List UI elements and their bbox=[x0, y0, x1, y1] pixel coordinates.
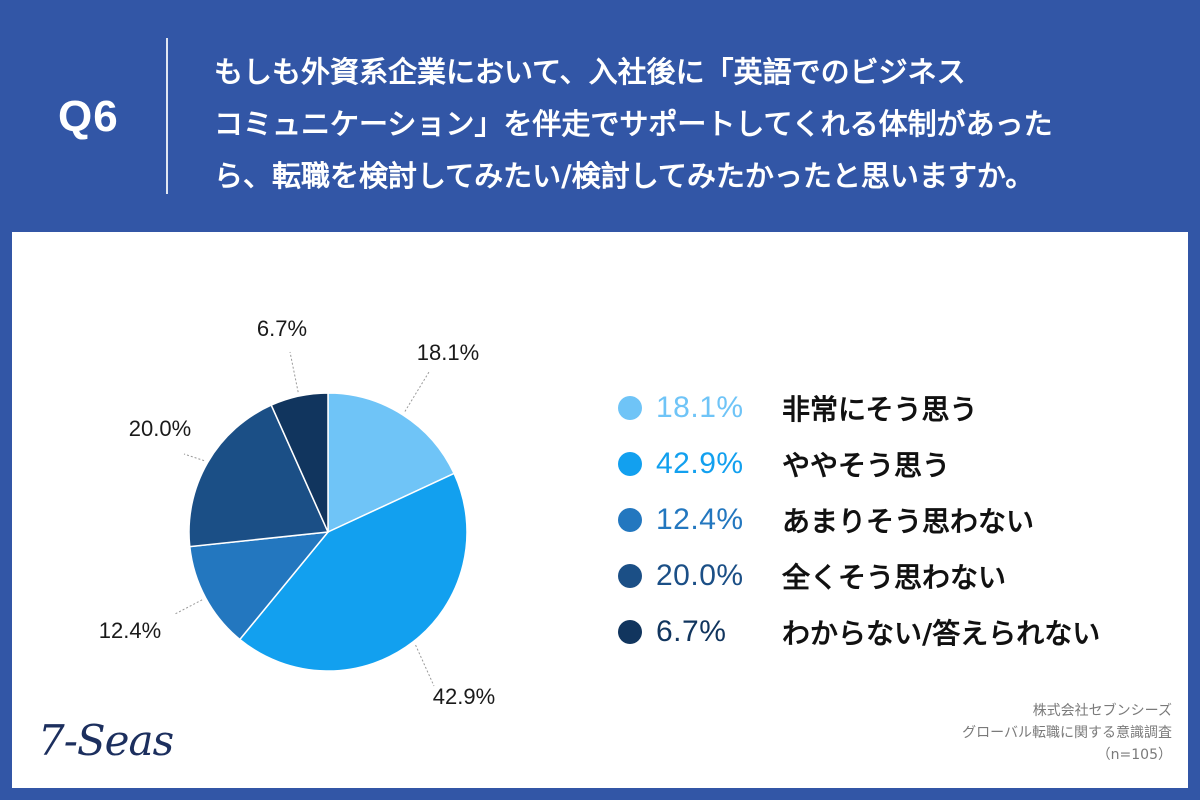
legend-label: 非常にそう思う bbox=[782, 393, 978, 426]
slice-value-label: 20.0% bbox=[129, 416, 191, 441]
question-line: ら、転職を検討してみたい/検討してみたかったと思いますか。 bbox=[214, 159, 1035, 193]
source-line: （n=105） bbox=[1096, 747, 1172, 763]
legend-swatch bbox=[618, 564, 642, 588]
legend-swatch bbox=[618, 452, 642, 476]
pie-slice bbox=[327, 392, 456, 534]
legend-percentage: 6.7% bbox=[656, 615, 727, 648]
legend-swatch bbox=[618, 620, 642, 644]
slice-value-label: 42.9% bbox=[433, 684, 495, 709]
source-note: 株式会社セブンシーズ グローバル転職に関する意識調査 （n=105） bbox=[962, 700, 1172, 766]
pie-slice bbox=[188, 531, 330, 641]
legend-item: 18.1% 非常にそう思う bbox=[618, 380, 1100, 436]
legend-swatch bbox=[618, 396, 642, 420]
chart-panel: 18.1% 42.9% 12.4% 20.0% 6.7% 18.1% 非常にそう思う 42.… bbox=[12, 232, 1188, 788]
source-line: 株式会社セブンシーズ bbox=[1032, 703, 1172, 719]
leader-line bbox=[289, 351, 299, 393]
slice-value-label: 12.4% bbox=[99, 618, 161, 643]
pie-slice bbox=[270, 392, 329, 533]
question-number: Q6 bbox=[58, 92, 119, 141]
legend: 18.1% 非常にそう思う 42.9% ややそう思う 12.4% あまりそう思わない 20.… bbox=[618, 380, 1100, 660]
brand-logo: 7-Seas bbox=[38, 716, 174, 765]
leader-line bbox=[183, 453, 205, 462]
legend-percentage: 42.9% bbox=[656, 447, 744, 480]
legend-label: ややそう思う bbox=[782, 449, 951, 482]
slice-value-label: 18.1% bbox=[417, 340, 479, 365]
legend-item: 12.4% あまりそう思わない bbox=[618, 492, 1100, 548]
pie-slice bbox=[238, 472, 468, 672]
pie-chart: 18.1% 42.9% 12.4% 20.0% 6.7% bbox=[99, 316, 495, 709]
source-line: グローバル転職に関する意識調査 bbox=[962, 725, 1172, 741]
legend-item: 6.7% わからない/答えられない bbox=[618, 604, 1100, 660]
slice-value-label: 6.7% bbox=[257, 316, 307, 341]
legend-percentage: 12.4% bbox=[656, 503, 744, 536]
legend-item: 20.0% 全くそう思わない bbox=[618, 548, 1100, 604]
legend-percentage: 20.0% bbox=[656, 559, 744, 592]
question-line: コミュニケーション」を伴走でサポートしてくれる体制があった bbox=[214, 107, 1053, 141]
question-text: もしも外資系企業において、入社後に「英語でのビジネス コミュニケーション」を伴走… bbox=[214, 46, 1164, 202]
legend-label: あまりそう思わない bbox=[782, 505, 1035, 538]
legend-swatch bbox=[618, 508, 642, 532]
legend-label: 全くそう思わない bbox=[782, 561, 1007, 594]
question-line: もしも外資系企業において、入社後に「英語でのビジネス bbox=[214, 55, 966, 89]
legend-label: わからない/答えられない bbox=[782, 617, 1101, 650]
header: Q6 もしも外資系企業において、入社後に「英語でのビジネス コミュニケーション」… bbox=[0, 0, 1200, 232]
leader-line bbox=[404, 371, 430, 412]
leader-line bbox=[415, 644, 435, 687]
legend-item: 42.9% ややそう思う bbox=[618, 436, 1100, 492]
header-divider bbox=[166, 38, 168, 194]
leader-line bbox=[174, 599, 203, 615]
pie-slice bbox=[188, 404, 330, 548]
legend-percentage: 18.1% bbox=[656, 391, 744, 424]
